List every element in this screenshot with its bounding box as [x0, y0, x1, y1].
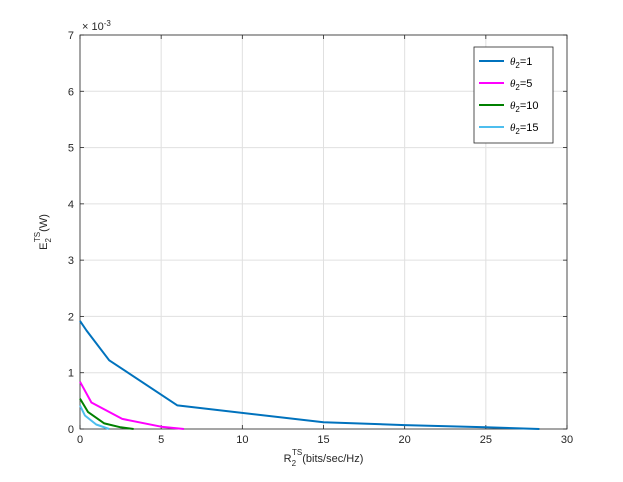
y-tick-label: 7 [68, 30, 74, 42]
x-tick-label: 10 [236, 434, 248, 446]
legend-entry-label: θ2=15 [510, 122, 539, 136]
y-tick-label: 3 [68, 255, 74, 267]
y-exponent-power: -3 [104, 19, 112, 28]
legend: θ2=1 θ2=5 θ2=10 θ2=15 [473, 46, 554, 144]
y-tick-label: 6 [68, 86, 74, 98]
legend-entry-label: θ2=10 [510, 100, 539, 114]
x-tick-label: 0 [77, 434, 83, 446]
y-tick-label: 2 [68, 311, 74, 323]
y-tick-label: 1 [68, 368, 74, 380]
y-axis-label-sub: 2 [44, 238, 53, 243]
y-tick-label: 0 [68, 424, 74, 436]
x-tick-label: 5 [158, 434, 164, 446]
x-axis-label-sup: TS [292, 448, 302, 457]
x-tick-label: 25 [480, 434, 492, 446]
y-exponent-label: × 10-3 [82, 19, 111, 33]
series-lines [79, 320, 540, 430]
series-line [79, 404, 110, 430]
series-line [79, 398, 134, 430]
y-tick-label: 5 [68, 143, 74, 155]
x-axis-label-rest: (bits/sec/Hz) [302, 453, 363, 465]
x-tick-label: 20 [399, 434, 411, 446]
y-tick-label: 4 [68, 199, 74, 211]
series-line [79, 320, 540, 430]
y-axis-label-rest: (W) [38, 214, 50, 232]
x-tick-label: 30 [561, 434, 573, 446]
series-line [79, 381, 185, 430]
x-axis-label: R2TS(bits/sec/Hz) [284, 448, 364, 468]
ticks: 0 5 10 15 20 25 30 0 1 2 3 4 5 6 7 [68, 30, 573, 446]
x-axis-label-sub: 2 [292, 459, 297, 468]
legend-entry-label: θ2=1 [510, 56, 532, 70]
y-axis-label: E2TS(W) [33, 214, 53, 250]
x-tick-label: 15 [317, 434, 329, 446]
legend-entry-label: θ2=5 [510, 78, 532, 92]
y-axis-label-sup: TS [33, 232, 42, 242]
